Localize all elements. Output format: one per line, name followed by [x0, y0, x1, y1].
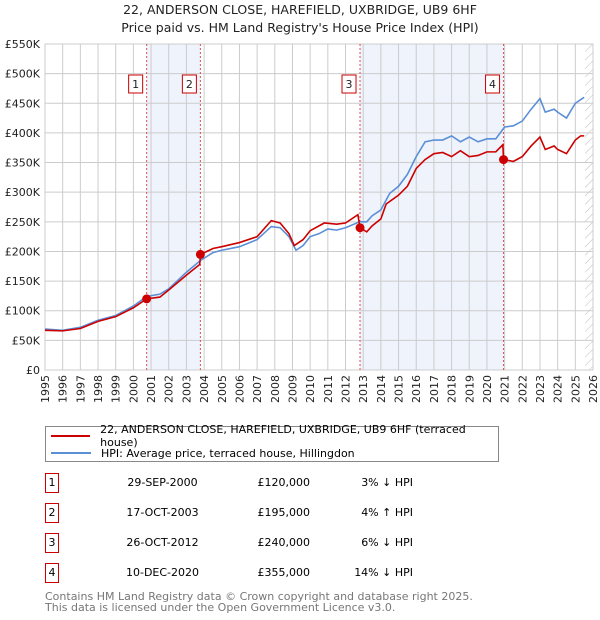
- y-tick-label: £500K: [5, 68, 41, 81]
- sale-point: [142, 294, 152, 304]
- x-tick-label: 2024: [552, 375, 565, 403]
- x-tick-label: 2019: [463, 375, 476, 403]
- sale-point: [355, 223, 365, 233]
- sale-label: 4: [489, 78, 496, 91]
- x-tick-label: 2001: [145, 375, 158, 403]
- sale-label-box: [181, 74, 197, 94]
- y-tick-label: £50K: [12, 334, 41, 347]
- transaction-marker: 3: [45, 533, 59, 553]
- x-tick-label: 2016: [410, 375, 423, 403]
- x-tick-label: 2014: [375, 375, 388, 403]
- x-tick-label: 2005: [216, 375, 229, 403]
- x-tick-label: 2010: [304, 375, 317, 403]
- x-tick-label: 2007: [251, 375, 264, 403]
- x-tick-label: 2021: [499, 375, 512, 403]
- legend-item-hpi: HPI: Average price, terraced house, Hill…: [51, 445, 355, 461]
- legend: 22, ANDERSON CLOSE, HAREFIELD, UXBRIDGE,…: [45, 423, 499, 462]
- x-tick-label: 2004: [198, 375, 211, 403]
- forecast-hatch: [585, 44, 593, 370]
- sale-label: 3: [346, 78, 353, 91]
- y-tick-label: £400K: [5, 127, 41, 140]
- y-tick-label: £550K: [5, 38, 41, 51]
- legend-red-line: [51, 435, 91, 437]
- y-tick-label: £350K: [5, 157, 41, 170]
- property-price-line: [44, 135, 585, 332]
- legend-blue-line: [51, 452, 91, 454]
- price-chart: 1995 1996 1997 1998 1999 2000 2001 2002 2003 2004…: [5, 38, 600, 403]
- x-tick-label: 2020: [481, 375, 494, 403]
- x-tick-label: 1999: [110, 375, 123, 403]
- transaction-price: £195,000: [257, 506, 311, 519]
- y-tick-label: £300K: [5, 186, 41, 199]
- transaction-hpi-diff: 6% ↓ HPI: [361, 536, 413, 549]
- sale-label-box: [341, 74, 357, 94]
- sale-point: [499, 155, 509, 165]
- transaction-date: 10-DEC-2020: [125, 566, 200, 579]
- shaded-period: [360, 44, 504, 370]
- sale-label-box: [128, 74, 144, 94]
- y-tick-label: £200K: [5, 245, 41, 258]
- x-tick-label: 2025: [569, 375, 582, 403]
- x-tick-label: 1998: [92, 375, 105, 403]
- plot-border: [44, 43, 594, 371]
- x-tick-label: 2000: [127, 375, 140, 403]
- y-tick-label: £150K: [5, 275, 41, 288]
- sale-label: 2: [186, 78, 193, 91]
- legend-label-hpi: HPI: Average price, terraced house, Hill…: [101, 446, 355, 460]
- transaction-price: £120,000: [257, 476, 311, 489]
- transaction-marker: 2: [45, 503, 59, 523]
- x-tick-label: 2015: [393, 375, 406, 403]
- transaction-price: £240,000: [257, 536, 311, 549]
- x-tick-label: 2022: [516, 375, 529, 403]
- x-tick-label: 2006: [233, 375, 246, 403]
- transaction-price: £355,000: [257, 566, 311, 579]
- legend-label-property: 22, ANDERSON CLOSE, HAREFIELD, UXBRIDGE,…: [100, 423, 466, 449]
- x-tick-label: 2003: [180, 375, 193, 403]
- x-tick-label: 2008: [269, 375, 282, 403]
- transaction-date: 17-OCT-2003: [126, 506, 199, 519]
- x-tick-label: 2013: [357, 375, 370, 403]
- hpi-line: [44, 96, 585, 332]
- x-tick-label: 1997: [74, 375, 87, 403]
- transaction-hpi-diff: 4% ↑ HPI: [361, 506, 413, 519]
- transaction-date: 26-OCT-2012: [126, 536, 199, 549]
- x-tick-label: 2011: [322, 375, 335, 403]
- chart-subtitle: Price paid vs. HM Land Registry's House …: [121, 20, 479, 35]
- y-tick-label: £0: [26, 364, 40, 377]
- footer-licence: This data is licensed under the Open Gov…: [45, 601, 396, 614]
- y-tick-label: £450K: [5, 97, 41, 110]
- transaction-marker: 1: [45, 473, 59, 493]
- transaction-hpi-diff: 14% ↓ HPI: [354, 566, 413, 579]
- x-tick-label: 2017: [428, 375, 441, 403]
- x-tick-label: 2018: [446, 375, 459, 403]
- x-tick-label: 1996: [57, 375, 70, 403]
- transaction-hpi-diff: 3% ↓ HPI: [361, 476, 413, 489]
- legend-item-property: 22, ANDERSON CLOSE, HAREFIELD, UXBRIDGE,…: [51, 423, 498, 449]
- shaded-period: [146, 44, 201, 370]
- chart-title: 22, ANDERSON CLOSE, HAREFIELD, UXBRIDGE,…: [123, 2, 477, 17]
- transaction-marker: 4: [45, 563, 59, 583]
- y-tick-label: £100K: [5, 305, 41, 318]
- y-tick-label: £250K: [5, 216, 41, 229]
- x-tick-label: 2009: [286, 375, 299, 403]
- sale-label: 1: [132, 78, 139, 91]
- x-tick-label: 1995: [39, 375, 52, 403]
- sale-label-box: [485, 74, 501, 94]
- transaction-date: 29-SEP-2000: [127, 476, 198, 489]
- x-tick-label: 2002: [163, 375, 176, 403]
- sale-point: [195, 249, 205, 259]
- x-tick-label: 2026: [587, 375, 600, 403]
- x-tick-label: 2012: [340, 375, 353, 403]
- footer-copyright: Contains HM Land Registry data © Crown c…: [45, 590, 473, 603]
- x-tick-label: 2023: [534, 375, 547, 403]
